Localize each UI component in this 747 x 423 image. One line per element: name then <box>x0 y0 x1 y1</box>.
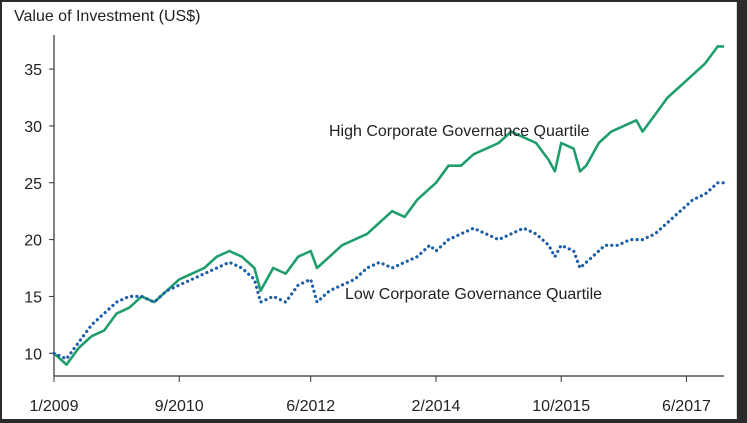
y-tick-label: 20 <box>24 233 42 250</box>
series-layer <box>52 45 726 366</box>
axes: 10 15 20 25 30 35 1/2009 9/2010 6/2012 2/2014 10/2… <box>24 35 724 415</box>
high-governance-series-line <box>53 45 724 366</box>
y-tick-label: 25 <box>24 176 42 193</box>
x-tick-label: 6/2017 <box>662 398 711 415</box>
x-tick-label: 9/2010 <box>155 398 204 415</box>
y-tick-label: 30 <box>24 119 42 136</box>
labels-layer: High Corporate Governance Quartile Low Co… <box>329 123 602 303</box>
low-governance-series-label: Low Corporate Governance Quartile <box>345 286 602 303</box>
chart-title: Value of Investment (US$) <box>14 8 201 25</box>
x-tick-label: 1/2009 <box>30 398 79 415</box>
y-tick-label: 15 <box>24 289 42 306</box>
x-tick-label: 2/2014 <box>411 398 460 415</box>
high-governance-series-label: High Corporate Governance Quartile <box>329 123 590 140</box>
line-chart: 10 15 20 25 30 35 1/2009 9/2010 6/2012 2/2014 10/2… <box>24 35 726 415</box>
x-tick-label: 6/2012 <box>286 398 335 415</box>
y-tick-label: 35 <box>24 62 42 79</box>
y-tick-label: 10 <box>24 346 42 363</box>
chart-frame: Value of Investment (US$) 10 15 20 25 30 35 1/… <box>2 2 737 419</box>
x-tick-label: 10/2015 <box>532 398 590 415</box>
low-governance-series-line <box>52 181 726 361</box>
